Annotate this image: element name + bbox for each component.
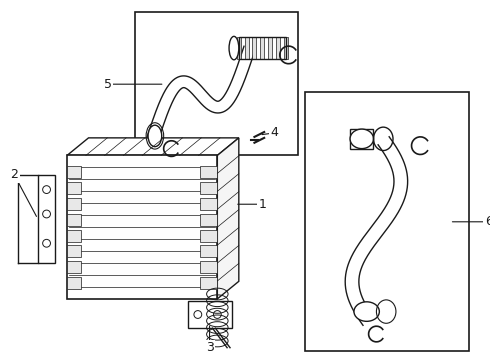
Bar bbox=[200, 198, 218, 210]
Text: 1: 1 bbox=[258, 198, 266, 211]
Bar bbox=[67, 246, 81, 257]
Bar bbox=[200, 246, 218, 257]
Bar bbox=[67, 213, 81, 226]
Ellipse shape bbox=[354, 302, 379, 321]
Text: 5: 5 bbox=[104, 78, 112, 91]
Bar bbox=[38, 175, 55, 263]
Bar bbox=[67, 156, 218, 299]
Bar bbox=[67, 230, 81, 242]
Bar bbox=[188, 301, 232, 328]
Bar bbox=[200, 213, 218, 226]
Bar bbox=[200, 182, 218, 194]
Bar bbox=[305, 92, 469, 351]
Bar bbox=[260, 37, 264, 59]
Bar bbox=[276, 37, 280, 59]
Bar bbox=[284, 37, 288, 59]
Text: 4: 4 bbox=[270, 126, 278, 139]
Bar bbox=[135, 12, 298, 156]
Text: 6: 6 bbox=[485, 215, 490, 228]
Ellipse shape bbox=[229, 36, 239, 60]
Bar bbox=[67, 277, 81, 289]
Bar bbox=[67, 182, 81, 194]
Bar bbox=[239, 37, 286, 59]
Bar bbox=[268, 37, 272, 59]
Bar bbox=[67, 166, 81, 178]
Ellipse shape bbox=[148, 125, 162, 147]
Bar bbox=[200, 230, 218, 242]
Text: 2: 2 bbox=[10, 168, 18, 181]
Ellipse shape bbox=[350, 129, 373, 149]
Polygon shape bbox=[218, 138, 239, 299]
Bar bbox=[200, 166, 218, 178]
Bar bbox=[67, 261, 81, 273]
Polygon shape bbox=[67, 138, 239, 156]
Bar bbox=[350, 129, 373, 149]
Bar bbox=[245, 37, 248, 59]
Bar bbox=[200, 261, 218, 273]
Bar bbox=[200, 277, 218, 289]
Text: 3: 3 bbox=[206, 341, 214, 354]
Bar bbox=[237, 37, 241, 59]
Bar bbox=[252, 37, 256, 59]
Bar bbox=[67, 198, 81, 210]
